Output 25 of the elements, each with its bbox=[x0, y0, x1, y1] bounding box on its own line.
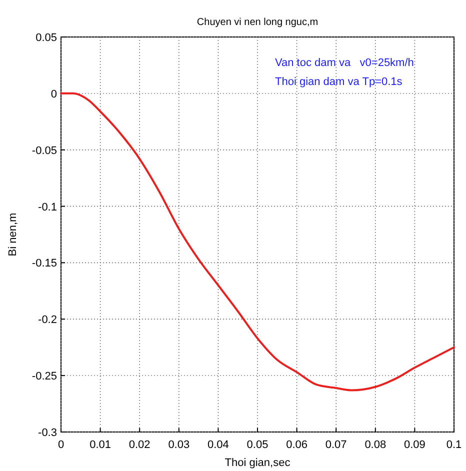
x-tick-label: 0.03 bbox=[168, 439, 190, 451]
y-tick-label: -0.3 bbox=[38, 427, 57, 439]
line-series bbox=[60, 92, 455, 392]
y-tick-label: -0.15 bbox=[32, 258, 57, 270]
x-tick-label: 0.08 bbox=[364, 439, 386, 451]
y-tick-label: -0.1 bbox=[38, 201, 57, 214]
annotation: Thoi gian dam va Tp=0.1s bbox=[275, 76, 403, 88]
x-tick-label: 0.04 bbox=[207, 439, 229, 451]
y-tick-label: 0.05 bbox=[36, 32, 57, 44]
x-axis-title: Thoi gian,sec bbox=[224, 457, 291, 469]
x-tick-label: 0.1 bbox=[446, 439, 462, 451]
y-tick-label: -0.2 bbox=[38, 314, 57, 326]
x-tick-label: 0.05 bbox=[246, 439, 268, 451]
x-tick-label: 0 bbox=[58, 439, 64, 451]
y-tick-label: -0.05 bbox=[32, 144, 57, 157]
x-tick-label: 0.07 bbox=[325, 439, 347, 451]
annotation: Van toc dam va v0=25km/h bbox=[275, 57, 414, 69]
y-axis-title: Bi nen,m bbox=[7, 212, 19, 256]
x-tick-label: 0.09 bbox=[404, 439, 426, 451]
x-tick-label: 0.06 bbox=[286, 439, 308, 451]
y-tick-label: -0.25 bbox=[32, 370, 57, 383]
x-tick-label: 0.01 bbox=[90, 439, 112, 451]
x-tick-label: 0.02 bbox=[128, 439, 150, 451]
chart-title: Chuyen vi nen long nguc,m bbox=[196, 17, 318, 28]
y-tick-label: 0 bbox=[50, 88, 57, 100]
